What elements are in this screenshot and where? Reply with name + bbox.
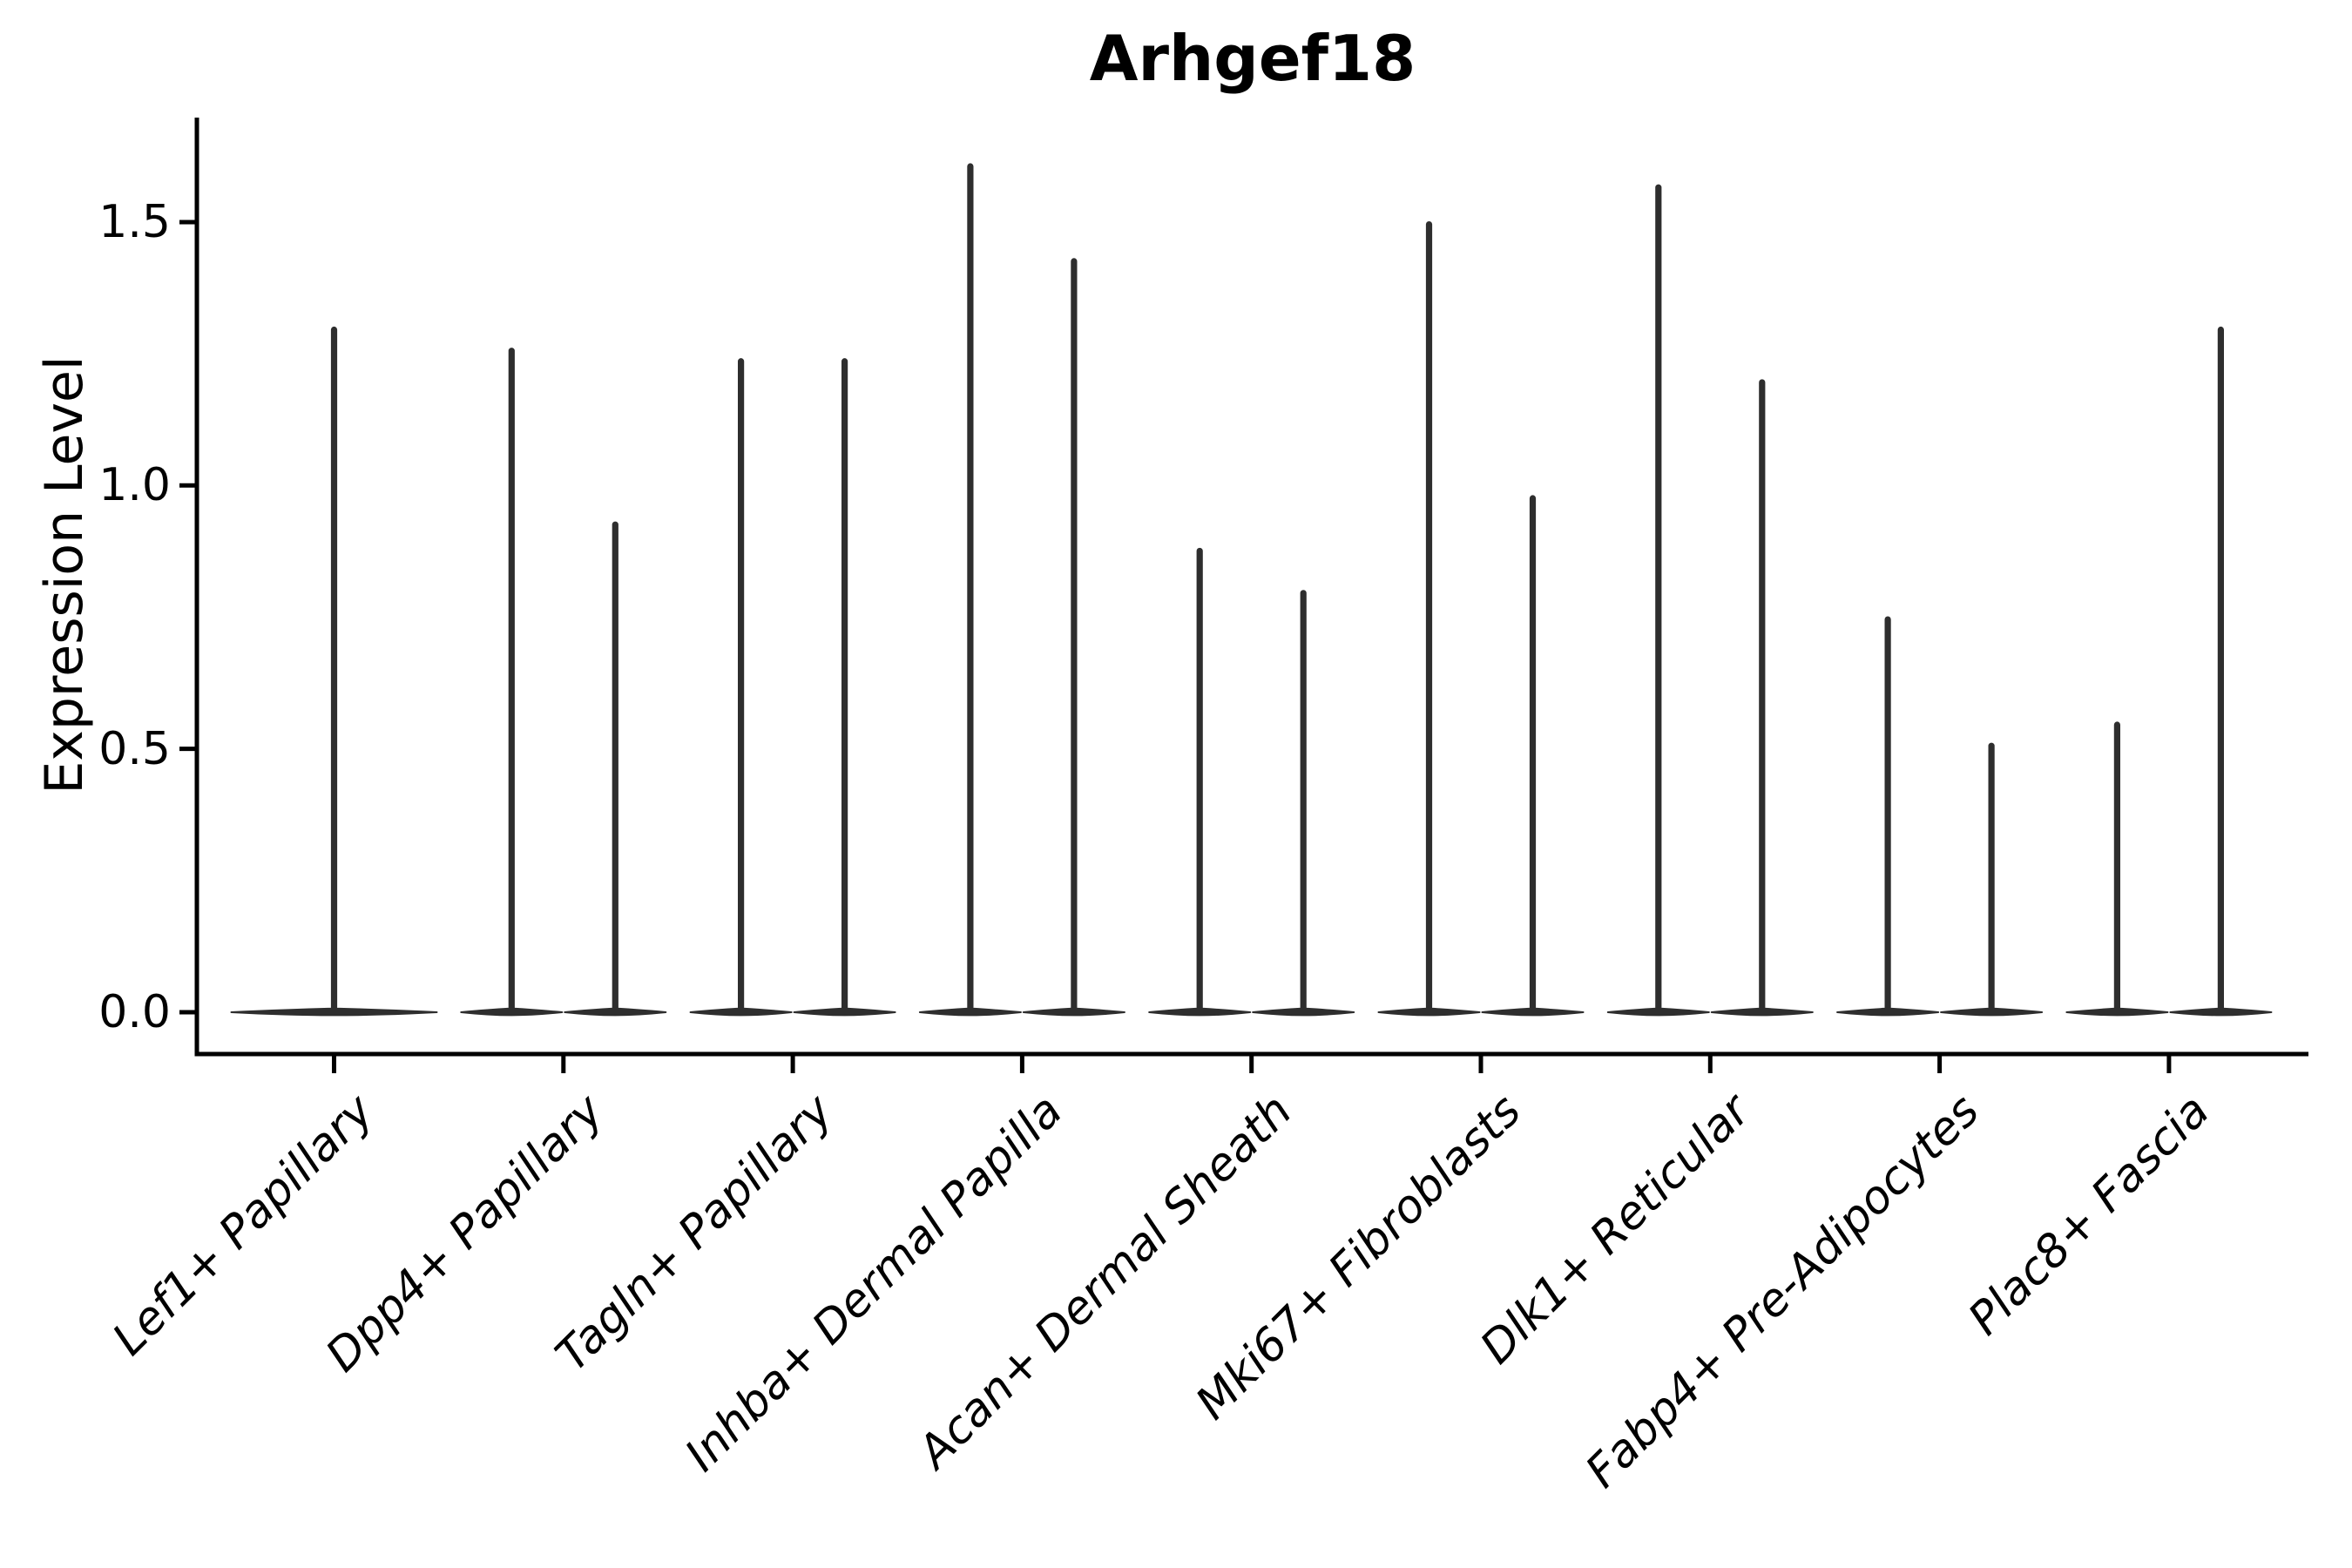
violin [1377,221,1481,1017]
violin [689,358,793,1017]
violin [1606,184,1710,1017]
y-tick-label: 0.5 [98,722,171,775]
violin [1148,547,1252,1017]
violin [1836,616,1940,1017]
y-tick-label: 1.0 [98,459,171,512]
violin [564,521,667,1017]
violin [1252,590,1355,1017]
violin [230,326,438,1017]
y-tick-label: 1.5 [98,195,171,248]
violin [460,348,564,1017]
violin [1710,379,1814,1017]
violin [2169,326,2273,1017]
violin [793,358,896,1017]
violin [2065,721,2169,1017]
y-tick-label: 0.0 [98,986,171,1038]
violin [1940,742,2044,1017]
violin [1481,495,1585,1017]
violin [1022,258,1125,1017]
violin [918,163,1022,1017]
chart-title: Arhgef18 [1089,22,1416,95]
